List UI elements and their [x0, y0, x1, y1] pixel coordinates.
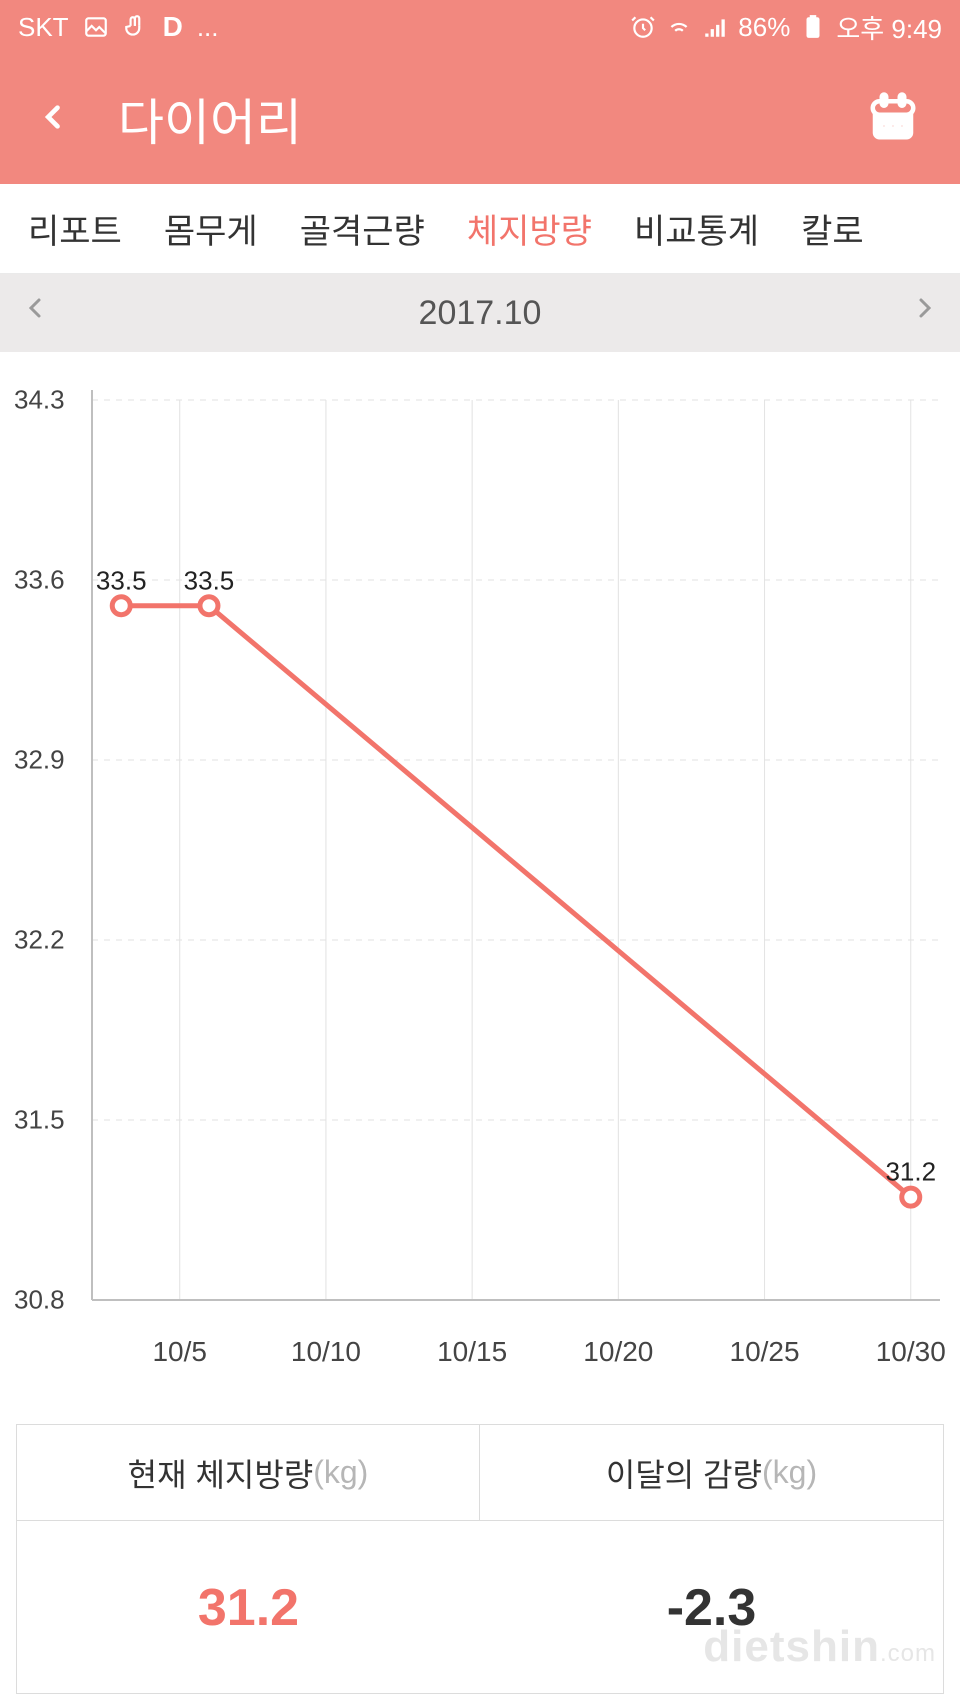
status-bar: SKT D ... 86% 오후 9:49 [0, 0, 960, 54]
page-title: 다이어리 [118, 83, 302, 155]
app-header: 다이어리 [0, 54, 960, 184]
month-label: 2017.10 [419, 294, 542, 333]
xtick-label: 10/10 [291, 1336, 361, 1368]
month-loss-unit: (kg) [762, 1454, 817, 1491]
current-fat-value: 31.2 [17, 1521, 480, 1695]
ytick-label: 32.9 [14, 745, 82, 776]
status-left: SKT D ... [18, 11, 218, 43]
xtick-label: 10/20 [583, 1336, 653, 1368]
battery-label: 86% [738, 12, 790, 43]
point-label: 33.5 [96, 565, 147, 596]
tab-5[interactable]: 칼로 [801, 184, 864, 274]
watermark-suffix: .com [880, 1640, 936, 1667]
ytick-label: 33.6 [14, 565, 82, 596]
month-loss-label: 이달의 감량 [606, 1450, 762, 1496]
peace-icon [123, 14, 149, 40]
tab-0[interactable]: 리포트 [28, 184, 122, 274]
signal-icon [702, 14, 728, 40]
ytick-label: 30.8 [14, 1285, 82, 1316]
tab-2[interactable]: 골격근량 [300, 184, 425, 274]
ytick-label: 31.5 [14, 1105, 82, 1136]
watermark-text: dietshin [703, 1622, 880, 1671]
tab-3[interactable]: 체지방량 [467, 184, 592, 274]
xtick-label: 10/15 [437, 1336, 507, 1368]
xtick-label: 10/30 [876, 1336, 946, 1368]
prev-month-button[interactable] [24, 290, 48, 336]
month-loss-header: 이달의 감량(kg) [480, 1425, 943, 1521]
image-icon [83, 14, 109, 40]
xtick-label: 10/25 [730, 1336, 800, 1368]
chart-container: 34.3 33.6 32.9 32.2 31.5 30.8 10/5 10/10 10/15 10… [0, 352, 960, 1388]
wifi-icon [666, 14, 692, 40]
battery-icon [800, 14, 826, 40]
carrier-label: SKT [18, 12, 69, 43]
xtick-label: 10/5 [152, 1336, 207, 1368]
ytick-label: 34.3 [14, 385, 82, 416]
current-fat-label: 현재 체지방량 [128, 1450, 314, 1496]
alarm-icon [630, 14, 656, 40]
point-label: 33.5 [184, 565, 235, 596]
status-right: 86% 오후 9:49 [630, 9, 942, 46]
tab-1[interactable]: 몸무게 [164, 184, 258, 274]
current-fat-unit: (kg) [313, 1454, 368, 1491]
back-button[interactable] [40, 95, 68, 144]
tabs: 리포트 몸무게 골격근량 체지방량 비교통계 칼로 [0, 184, 960, 274]
d-icon: D [163, 11, 183, 43]
tab-4[interactable]: 비교통계 [634, 184, 759, 274]
watermark: dietshin.com [703, 1622, 936, 1672]
ytick-label: 32.2 [14, 925, 82, 956]
calendar-button[interactable] [866, 90, 920, 149]
more-icon: ... [197, 12, 219, 43]
next-month-button[interactable] [912, 290, 936, 336]
point-label: 31.2 [885, 1157, 936, 1188]
time-label: 오후 9:49 [836, 9, 942, 46]
body-fat-chart: 34.3 33.6 32.9 32.2 31.5 30.8 10/5 10/10 10/15 10… [14, 370, 946, 1388]
current-fat-header: 현재 체지방량(kg) [17, 1425, 480, 1521]
month-nav: 2017.10 [0, 274, 960, 352]
